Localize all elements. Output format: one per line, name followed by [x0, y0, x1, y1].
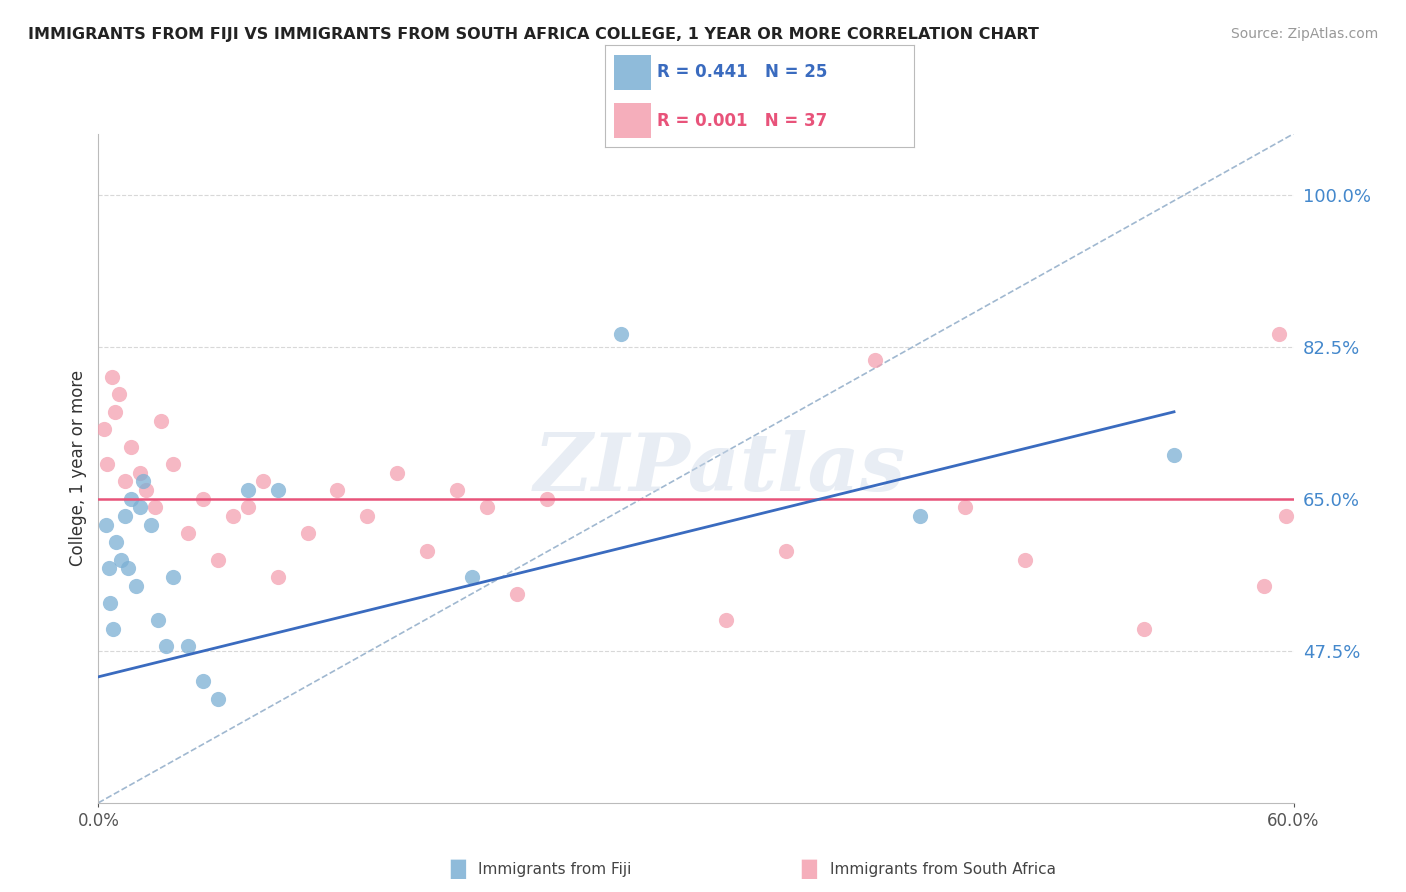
Text: █: █	[450, 860, 465, 880]
Point	[97, 561, 120, 575]
Point	[536, 491, 558, 506]
Text: R = 0.441   N = 25: R = 0.441 N = 25	[657, 63, 828, 81]
Point	[129, 466, 152, 480]
Point	[714, 613, 737, 627]
Point	[297, 526, 319, 541]
Point	[139, 517, 162, 532]
Point	[177, 640, 200, 654]
Point	[1275, 509, 1298, 524]
Point	[125, 578, 148, 592]
Text: ZIPatlas: ZIPatlas	[534, 430, 905, 507]
Point	[775, 544, 797, 558]
Point	[252, 475, 274, 489]
Point	[1014, 552, 1036, 566]
Text: Source: ZipAtlas.com: Source: ZipAtlas.com	[1230, 27, 1378, 41]
Point	[117, 561, 139, 575]
FancyBboxPatch shape	[614, 103, 651, 138]
Point	[416, 544, 439, 558]
Point	[1163, 448, 1185, 462]
Point	[120, 440, 142, 454]
Point	[120, 491, 142, 506]
Point	[105, 535, 128, 549]
Point	[155, 640, 177, 654]
Point	[129, 500, 152, 515]
Point	[135, 483, 157, 497]
Point	[148, 613, 170, 627]
Point	[162, 457, 184, 471]
Point	[236, 500, 259, 515]
Point	[207, 552, 229, 566]
Point	[93, 422, 115, 436]
Point	[207, 691, 229, 706]
Point	[326, 483, 349, 497]
Point	[908, 509, 931, 524]
Point	[385, 466, 409, 480]
Point	[461, 570, 484, 584]
Point	[863, 352, 887, 367]
Point	[267, 483, 290, 497]
Text: Immigrants from South Africa: Immigrants from South Africa	[830, 863, 1056, 877]
Point	[101, 370, 124, 384]
Point	[267, 570, 290, 584]
Point	[94, 517, 117, 532]
Point	[610, 326, 633, 341]
Point	[1267, 326, 1289, 341]
Point	[114, 509, 136, 524]
Text: Immigrants from Fiji: Immigrants from Fiji	[478, 863, 631, 877]
Point	[103, 622, 125, 636]
Point	[953, 500, 976, 515]
Point	[114, 475, 136, 489]
Point	[191, 674, 214, 689]
Point	[236, 483, 259, 497]
Point	[222, 509, 245, 524]
Point	[104, 405, 127, 419]
Point	[446, 483, 468, 497]
Point	[96, 457, 118, 471]
FancyBboxPatch shape	[614, 55, 651, 90]
Point	[110, 552, 132, 566]
Point	[98, 596, 122, 610]
Text: R = 0.001   N = 37: R = 0.001 N = 37	[657, 112, 827, 129]
Point	[162, 570, 184, 584]
Point	[1133, 622, 1156, 636]
Point	[150, 413, 173, 427]
Y-axis label: College, 1 year or more: College, 1 year or more	[69, 370, 87, 566]
Point	[177, 526, 200, 541]
Text: █: █	[801, 860, 817, 880]
Point	[143, 500, 166, 515]
Point	[132, 475, 155, 489]
Point	[1253, 578, 1275, 592]
Text: IMMIGRANTS FROM FIJI VS IMMIGRANTS FROM SOUTH AFRICA COLLEGE, 1 YEAR OR MORE COR: IMMIGRANTS FROM FIJI VS IMMIGRANTS FROM …	[28, 27, 1039, 42]
Point	[475, 500, 498, 515]
Point	[191, 491, 214, 506]
Point	[506, 587, 529, 601]
Point	[356, 509, 378, 524]
Point	[108, 387, 131, 401]
